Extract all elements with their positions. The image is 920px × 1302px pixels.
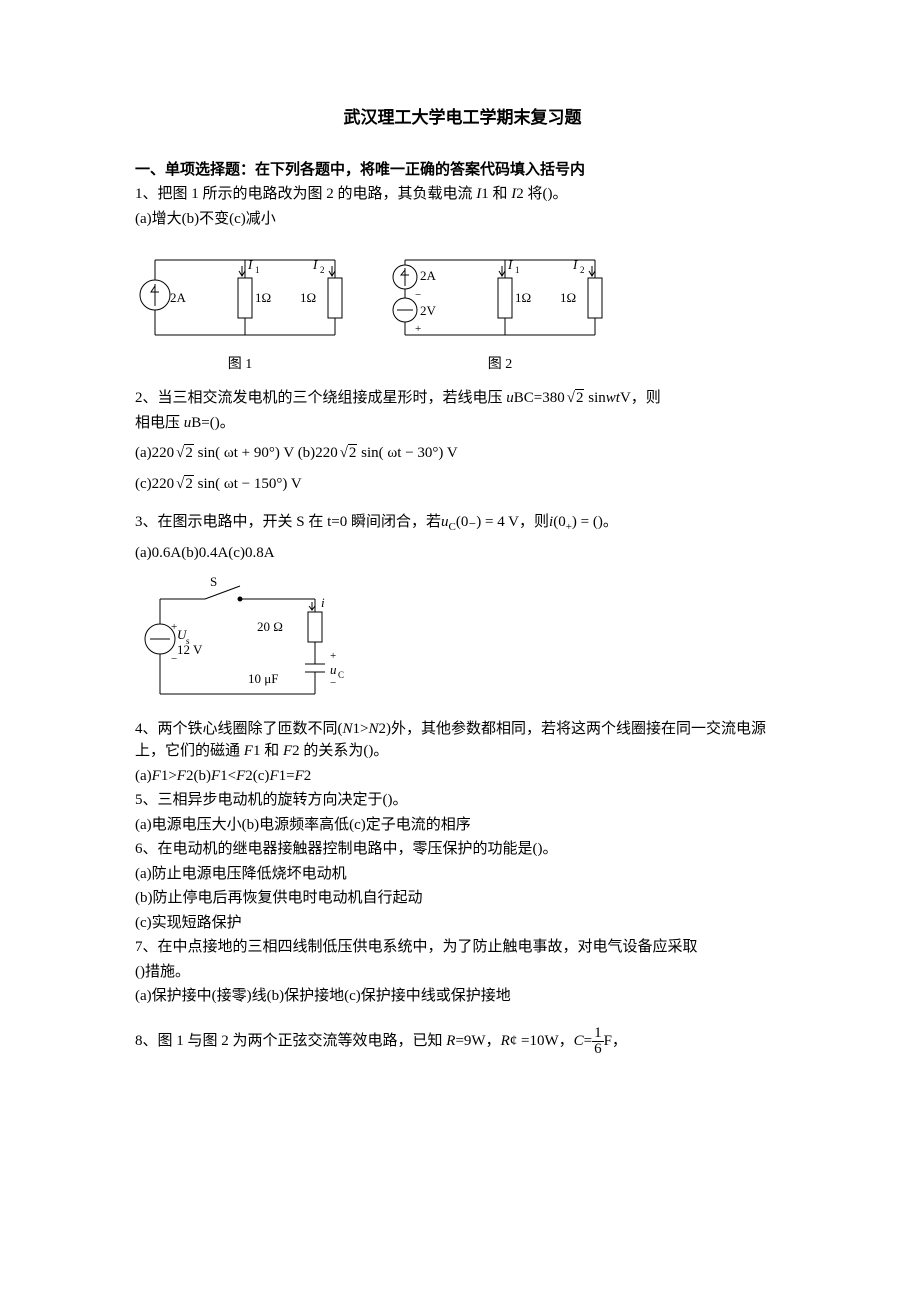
question-1-options: (a)增大(b)不变(c)减小 xyxy=(135,208,790,231)
q2-options-ab: (a)2202 sin( ωt + 90°) V (b)2202 sin( ωt… xyxy=(135,442,790,465)
question-6-text: 6、在电动机的继电器接触器控制电路中，零压保护的功能是()。 xyxy=(135,838,790,861)
svg-text:+: + xyxy=(330,650,336,662)
svg-text:1: 1 xyxy=(255,265,260,275)
figure-2: 2A 2V − + 1Ω 1Ω I 1 I 2 图 2 xyxy=(385,240,615,375)
question-8-text: 8、图 1 与图 2 为两个正弦交流等效电路，已知 R=9W，R¢ =10W，C… xyxy=(135,1026,790,1057)
question-2-text: 2、当三相交流发电机的三个绕组接成星形时，若线电压 uBC=3802 sinwt… xyxy=(135,387,790,410)
svg-text:2A: 2A xyxy=(170,290,187,305)
svg-text:10 μF: 10 μF xyxy=(248,671,278,686)
svg-text:u: u xyxy=(330,662,337,677)
svg-text:1: 1 xyxy=(515,265,520,275)
svg-text:2: 2 xyxy=(580,265,585,275)
question-6-opt-c: (c)实现短路保护 xyxy=(135,912,790,935)
fig2-caption: 图 2 xyxy=(488,354,513,375)
svg-text:C: C xyxy=(338,670,344,680)
circuit-2-svg: 2A 2V − + 1Ω 1Ω I 1 I 2 xyxy=(385,240,615,350)
svg-text:1Ω: 1Ω xyxy=(255,290,271,305)
q2-option-c: (c)2202 sin( ωt − 150°) V xyxy=(135,473,790,496)
svg-text:12 V: 12 V xyxy=(177,642,203,657)
question-7-line2: ()措施。 xyxy=(135,961,790,984)
section-header: 一、单项选择题：在下列各题中，将唯一正确的答案代码填入括号内 xyxy=(135,159,790,182)
svg-text:I: I xyxy=(312,257,318,272)
svg-text:−: − xyxy=(330,677,336,689)
question-6-opt-a: (a)防止电源电压降低烧坏电动机 xyxy=(135,863,790,886)
question-3-text: 3、在图示电路中，开关 S 在 t=0 瞬间闭合，若uC(0₋) = 4 V，则… xyxy=(135,511,790,536)
svg-text:2V: 2V xyxy=(420,303,437,318)
question-5-text: 5、三相异步电动机的旋转方向决定于()。 xyxy=(135,789,790,812)
fig1-caption: 图 1 xyxy=(228,354,253,375)
q1-text: 1、把图 1 所示的电路改为图 2 的电路，其负载电流 I1 和 I2 将()。 xyxy=(135,186,568,202)
svg-text:I: I xyxy=(247,257,253,272)
circuit-1-svg: 2A 1Ω 1Ω I 1 I 2 xyxy=(135,240,345,350)
page-title: 武汉理工大学电工学期末复习题 xyxy=(135,105,790,131)
question-5-options: (a)电源电压大小(b)电源频率高低(c)定子电流的相序 xyxy=(135,814,790,837)
svg-text:2: 2 xyxy=(320,265,325,275)
circuit-3-svg: S + − U s 12 V 20 Ω 10 μF i + − u C xyxy=(135,574,355,704)
q1-figures: 2A 1Ω 1Ω I 1 I 2 图 1 xyxy=(135,240,790,375)
svg-text:1Ω: 1Ω xyxy=(515,290,531,305)
svg-text:i: i xyxy=(321,595,325,610)
question-7-text: 7、在中点接地的三相四线制低压供电系统中，为了防止触电事故，对电气设备应采取 xyxy=(135,936,790,959)
svg-text:I: I xyxy=(507,257,513,272)
svg-text:−: − xyxy=(415,289,421,301)
svg-text:2A: 2A xyxy=(420,268,437,283)
svg-text:1Ω: 1Ω xyxy=(300,290,316,305)
question-2-line2: 相电压 uB=()。 xyxy=(135,412,790,435)
question-1-text: 1、把图 1 所示的电路改为图 2 的电路，其负载电流 I1 和 I2 将()。 xyxy=(135,183,790,206)
svg-text:20 Ω: 20 Ω xyxy=(257,619,283,634)
q2-prefix: 2、当三相交流发电机的三个绕组接成星形时，若线电压 xyxy=(135,390,506,406)
question-7-options: (a)保护接中(接零)线(b)保护接地(c)保护接中线或保护接地 xyxy=(135,985,790,1008)
svg-text:S: S xyxy=(210,574,217,589)
question-4-options: (a)F1>F2(b)F1<F2(c)F1=F2 xyxy=(135,765,790,788)
svg-text:1Ω: 1Ω xyxy=(560,290,576,305)
svg-text:I: I xyxy=(572,257,578,272)
question-6-opt-b: (b)防止停电后再恢复供电时电动机自行起动 xyxy=(135,887,790,910)
question-4-text: 4、两个铁心线圈除了匝数不同(N1>N2)外，其他参数都相同，若将这两个线圈接在… xyxy=(135,718,790,763)
question-3-options: (a)0.6A(b)0.4A(c)0.8A xyxy=(135,542,790,565)
svg-text:+: + xyxy=(415,323,421,335)
q3-figure: S + − U s 12 V 20 Ω 10 μF i + − u C xyxy=(135,574,790,712)
figure-1: 2A 1Ω 1Ω I 1 I 2 图 1 xyxy=(135,240,345,375)
